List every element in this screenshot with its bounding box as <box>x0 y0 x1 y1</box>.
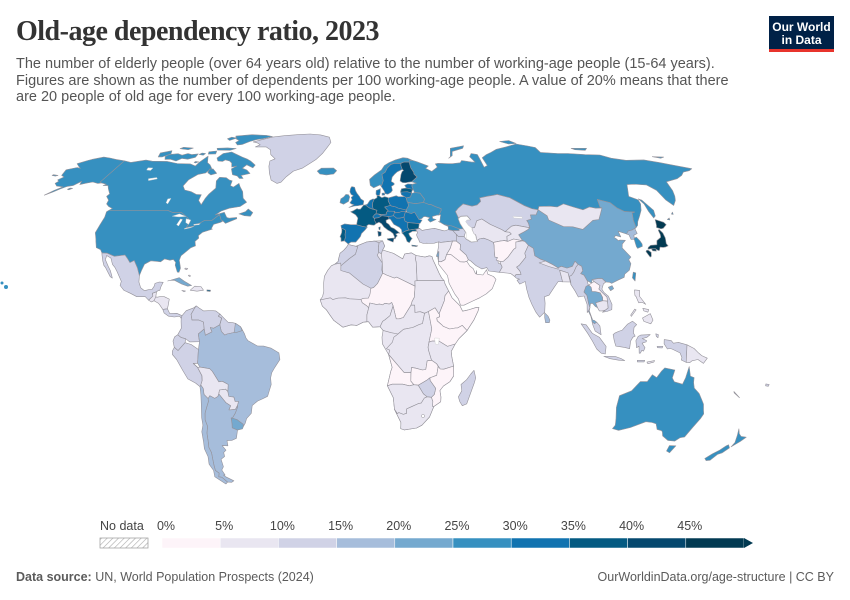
svg-text:5%: 5% <box>215 519 233 533</box>
svg-text:0%: 0% <box>157 519 175 533</box>
svg-text:15%: 15% <box>328 519 353 533</box>
svg-text:30%: 30% <box>503 519 528 533</box>
svg-text:20%: 20% <box>386 519 411 533</box>
svg-text:25%: 25% <box>444 519 469 533</box>
svg-text:40%: 40% <box>619 519 644 533</box>
svg-text:35%: 35% <box>561 519 586 533</box>
svg-text:No data: No data <box>100 519 144 533</box>
svg-text:45%: 45% <box>677 519 702 533</box>
svg-text:10%: 10% <box>270 519 295 533</box>
